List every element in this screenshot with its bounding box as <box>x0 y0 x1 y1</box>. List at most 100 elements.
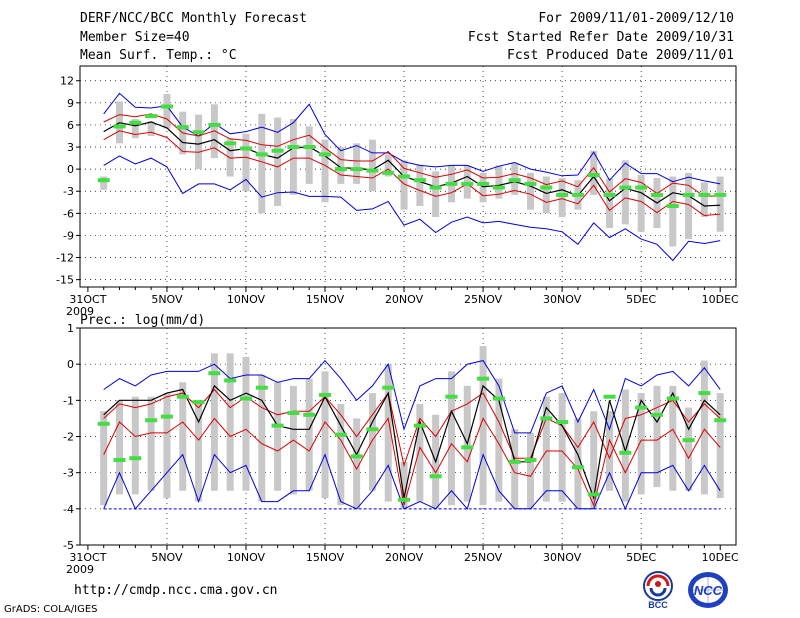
prec-observed-mark <box>176 394 189 399</box>
prec-x-tick-label: 10DEC <box>702 551 739 564</box>
temp-observed-mark <box>366 168 379 173</box>
prec-x-tick-label: 15NOV <box>306 551 345 564</box>
temp-observed-mark <box>508 178 521 183</box>
source-url[interactable]: http://cmdp.ncc.cma.gov.cn <box>74 583 278 598</box>
prec-observed-mark <box>524 458 537 463</box>
prec-observed-mark <box>492 396 505 401</box>
prec-ensemble-box <box>226 353 234 491</box>
temp-x-tick-label: 10DEC <box>702 293 739 306</box>
prec-ensemble-box <box>163 393 171 498</box>
prec-ensemble-box <box>416 403 424 502</box>
prec-observed-mark <box>619 450 632 455</box>
temp-observed-mark <box>635 185 648 190</box>
prec-observed-mark <box>239 396 252 401</box>
temp-observed-mark <box>682 192 695 197</box>
prec-observed-mark <box>714 418 727 423</box>
prec-observed-mark <box>398 497 411 502</box>
temp-ensemble-box <box>258 113 266 214</box>
temp-ensemble-box <box>495 165 503 199</box>
prec-y-tick-label: -2 <box>63 431 74 444</box>
prec-ensemble-box <box>606 411 614 491</box>
prec-observed-mark <box>508 459 521 464</box>
temp-ensemble-box <box>621 160 629 225</box>
prec-ensemble-box <box>147 396 155 491</box>
prec-plot-frame <box>79 327 737 546</box>
temp-observed-mark <box>319 152 332 157</box>
prec-ensemble-box <box>685 407 693 491</box>
prec-observed-mark <box>556 420 569 425</box>
temp-observed-mark <box>160 104 173 109</box>
temp-ensemble-box <box>700 182 708 218</box>
prec-observed-mark <box>571 465 584 470</box>
temp-y-tick-label: -9 <box>63 229 74 242</box>
bcc-logo-text: BCC <box>648 600 668 610</box>
temp-observed-mark <box>129 120 142 125</box>
prec-observed-mark <box>129 456 142 461</box>
temp-observed-mark <box>255 152 268 157</box>
temp-observed-mark <box>429 185 442 190</box>
temp-observed-mark <box>208 122 221 127</box>
temp-ensemble-box <box>131 119 139 139</box>
prec-observed-mark <box>413 423 426 428</box>
prec-x-tick-label: 10NOV <box>227 551 266 564</box>
prec-observed-mark <box>429 474 442 479</box>
prec-observed-mark <box>461 445 474 450</box>
temp-y-tick-label: 6 <box>67 119 74 132</box>
temp-ensemble-box <box>226 138 234 177</box>
prec-panel-title: Prec.: log(mm/d) <box>80 313 205 328</box>
temp-ensemble-box <box>542 176 550 214</box>
temp-observed-mark <box>334 167 347 172</box>
temp-ensemble-box <box>716 176 724 232</box>
prec-ensemble-box <box>590 411 598 509</box>
temp-ensemble-box <box>637 175 645 232</box>
prec-ensemble-box <box>242 356 250 491</box>
prec-ensemble-box <box>669 385 677 491</box>
prec-observed-mark <box>192 400 205 405</box>
temp-ensemble-box <box>163 93 171 129</box>
prec-ensemble-box <box>384 364 392 502</box>
prec-observed-mark <box>540 416 553 421</box>
temp-y-tick-label: -15 <box>56 274 74 287</box>
prec-ensemble-box <box>511 429 519 509</box>
temp-observed-mark <box>666 203 679 208</box>
prec-ensemble-box <box>274 382 282 491</box>
temp-observed-mark <box>239 146 252 151</box>
prec-observed-mark <box>382 385 395 390</box>
prec-x-tick-label: 25NOV <box>464 551 503 564</box>
prec-observed-mark <box>97 421 110 426</box>
forecast-produced-label: Fcst Produced Date 2009/11/01 <box>507 48 734 63</box>
prec-ensemble-box <box>179 382 187 491</box>
prec-y-tick-label: -4 <box>63 503 74 516</box>
prec-observed-mark <box>160 414 173 419</box>
prec-observed-mark <box>698 391 711 396</box>
prec-ensemble-box <box>542 396 550 502</box>
prec-observed-mark <box>350 454 363 459</box>
temp-x-tick-label: 5NOV <box>151 293 183 306</box>
temp-observed-mark <box>477 181 490 186</box>
temp-observed-mark <box>698 192 711 197</box>
temp-x-tick-label: 10NOV <box>227 293 266 306</box>
prec-observed-mark <box>271 423 284 428</box>
temp-ensemble-box <box>685 172 693 240</box>
temp-x-tick-label: 25NOV <box>464 293 503 306</box>
temperature-variable-label: Mean Surf. Temp.: °C <box>80 48 237 63</box>
prec-ensemble-box <box>527 432 535 509</box>
temp-lower-spread-line <box>103 130 721 217</box>
prec-observed-mark <box>366 427 379 432</box>
prec-max-line <box>103 359 721 434</box>
grads-credit: GrADS: COLA/IGES <box>4 604 98 615</box>
prec-observed-mark <box>303 412 316 417</box>
temp-ensemble-box <box>100 176 108 190</box>
prec-ensemble-box <box>716 393 724 498</box>
temp-max-line <box>103 92 721 185</box>
prec-x-tick-label: 5DEC <box>626 551 656 564</box>
temp-observed-mark <box>413 178 426 183</box>
temp-y-tick-label: 0 <box>67 163 74 176</box>
prec-ensemble-box <box>131 396 139 495</box>
bcc-logo: BCC <box>643 571 673 610</box>
prec-observed-mark <box>587 492 600 497</box>
prec-observed-mark <box>682 438 695 443</box>
prec-x-tick-label: 30NOV <box>543 551 582 564</box>
prec-ensemble-box <box>305 378 313 491</box>
temp-observed-mark <box>492 185 505 190</box>
